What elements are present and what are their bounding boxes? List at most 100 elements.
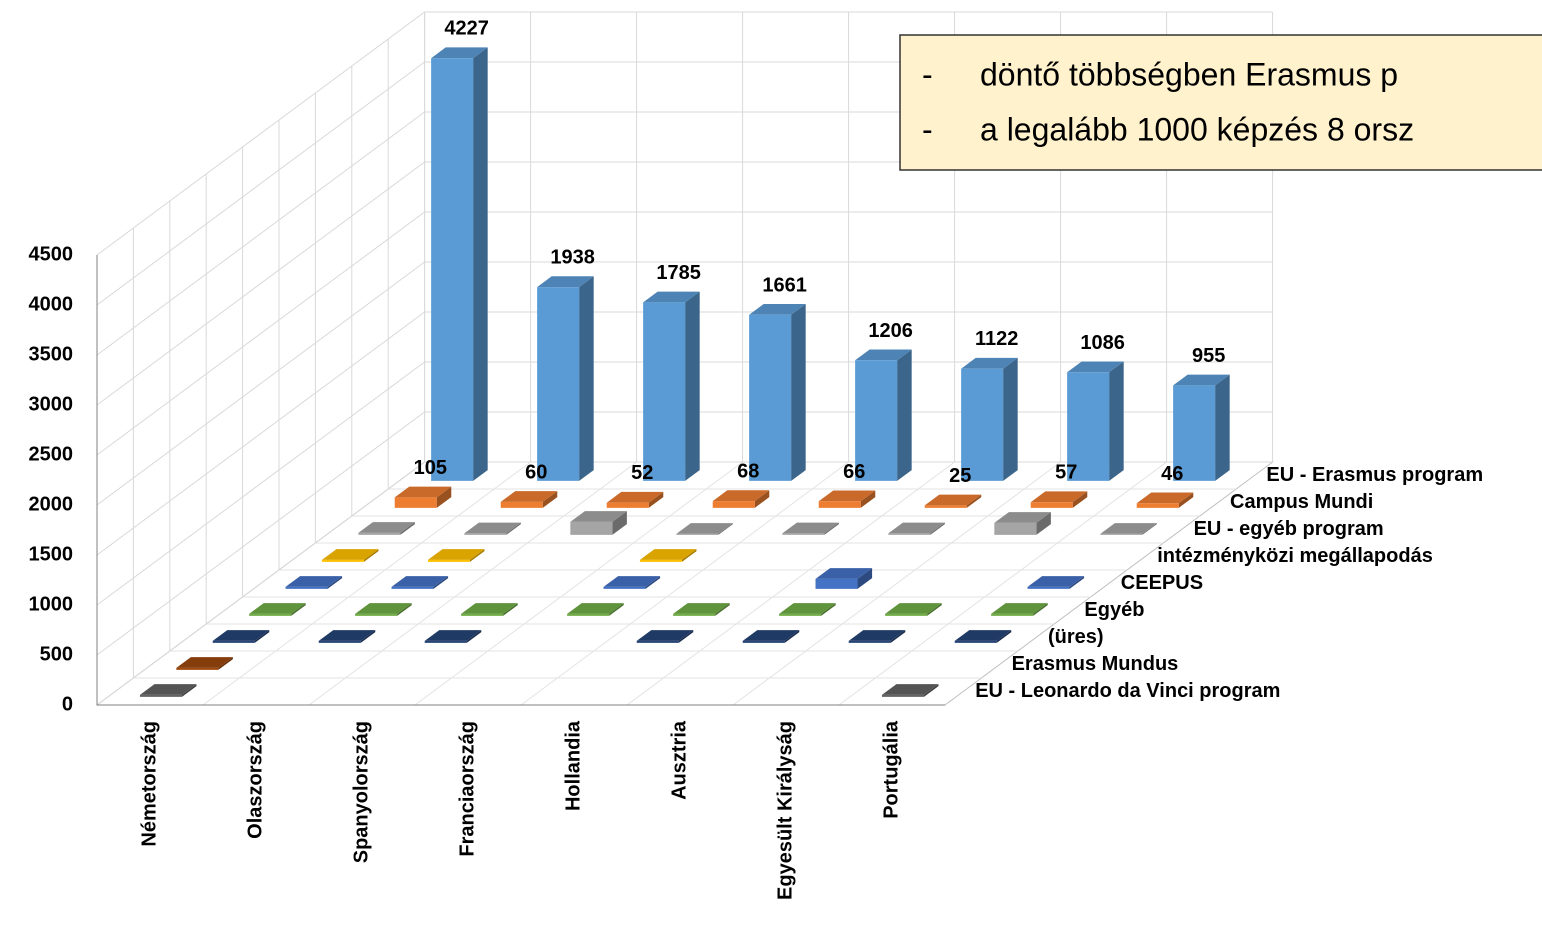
data-label: 105 — [414, 457, 447, 479]
data-label: 1206 — [868, 320, 913, 342]
bar-side — [397, 603, 412, 616]
bar-front — [424, 640, 467, 643]
bar — [1173, 374, 1230, 481]
bar-top — [881, 684, 939, 695]
bars: 4227 1938 1785 1661 1206 1122 1086 955 105 60 52 68… — [139, 18, 1230, 697]
bar — [749, 304, 806, 481]
bar — [994, 512, 1051, 535]
bar-side — [400, 522, 415, 535]
bar-front — [1100, 533, 1143, 535]
y-tick-label: 0 — [62, 693, 73, 715]
bar-side — [1072, 491, 1088, 508]
bar-side — [1215, 374, 1230, 481]
annotation-background — [899, 34, 1542, 171]
bar-top — [176, 657, 233, 668]
bar-top — [431, 47, 488, 59]
bar-top — [139, 684, 197, 695]
annotation-box: - döntő többségben Erasmus p - a legaláb… — [899, 34, 1542, 171]
bar — [606, 491, 664, 508]
y-tick-label: 4000 — [29, 293, 74, 315]
bar — [285, 576, 343, 589]
bar-top — [603, 576, 661, 587]
bar-side — [857, 568, 873, 589]
bar-side — [678, 630, 694, 643]
bar — [355, 603, 412, 616]
bar-side — [1142, 523, 1157, 535]
x-tick-label: Németország — [138, 721, 160, 847]
bar-side — [433, 576, 449, 589]
bar-front — [1027, 586, 1070, 589]
bar-side — [1033, 603, 1048, 616]
bar-side — [923, 684, 939, 697]
x-tick-label: Spanyolország — [350, 721, 372, 863]
bar-side — [897, 349, 912, 481]
bar — [176, 657, 233, 670]
bar — [394, 486, 452, 508]
bar-top — [643, 291, 700, 303]
data-label: 1122 — [975, 328, 1018, 350]
bar-top — [848, 630, 906, 641]
bar-top — [1100, 523, 1157, 534]
bar — [818, 490, 876, 508]
bar-top — [537, 276, 594, 288]
bar-front — [461, 613, 504, 616]
annotation-bullet: - — [922, 56, 933, 92]
bar-side — [1036, 512, 1051, 535]
bar-side — [218, 657, 233, 670]
annotation-text: döntő többségben Erasmus p — [980, 56, 1398, 92]
y-tick-label: 1500 — [29, 543, 74, 565]
bar — [636, 630, 694, 643]
bar-top — [212, 630, 270, 641]
data-label: 66 — [843, 461, 865, 483]
bar — [881, 684, 939, 697]
bar-front — [355, 613, 398, 616]
bar-top — [815, 568, 873, 579]
bar-side — [648, 491, 664, 508]
bar-side — [1069, 576, 1085, 589]
bar-front — [881, 694, 924, 697]
bar-front — [643, 302, 686, 481]
data-label: 46 — [1161, 463, 1183, 485]
bar-front — [537, 287, 580, 481]
bar-side — [363, 549, 379, 562]
bar — [427, 549, 485, 562]
bar — [424, 630, 482, 643]
bar-front — [212, 640, 255, 643]
floor-line — [308, 461, 637, 706]
y-tick-label: 3500 — [29, 343, 74, 365]
data-label: 1785 — [656, 262, 701, 284]
bar-side — [824, 522, 839, 535]
bar-side — [469, 549, 485, 562]
data-label: 68 — [737, 461, 759, 483]
bar-front — [639, 559, 682, 562]
bar-top — [742, 630, 800, 641]
data-label: 60 — [525, 461, 547, 483]
bar-top — [570, 511, 627, 522]
bar-top — [500, 491, 558, 502]
bar — [212, 630, 270, 643]
bar — [1100, 523, 1157, 535]
bar-front — [924, 505, 967, 508]
bar — [139, 684, 197, 697]
bar-front — [673, 613, 716, 616]
y-tick-label: 4500 — [29, 243, 74, 265]
series-label: (üres) — [1048, 626, 1104, 648]
bar-top — [1030, 491, 1088, 503]
bar-side — [860, 490, 876, 508]
bar-top — [285, 576, 343, 587]
bar-front — [431, 58, 474, 481]
bar-side — [466, 630, 482, 643]
bar-front — [855, 360, 898, 481]
bar-side — [645, 576, 661, 589]
bar-side — [1109, 361, 1124, 481]
bar — [318, 630, 376, 643]
bar-front — [818, 501, 861, 508]
bar-front — [1136, 503, 1179, 508]
bar-side — [609, 603, 624, 616]
x-tick-label: Franciaország — [456, 721, 478, 857]
floor-line — [520, 461, 849, 706]
bar-top — [888, 522, 945, 534]
bar — [464, 522, 521, 535]
x-tick-label: Egyesült Királyság — [774, 721, 796, 900]
bar-front — [991, 613, 1034, 616]
